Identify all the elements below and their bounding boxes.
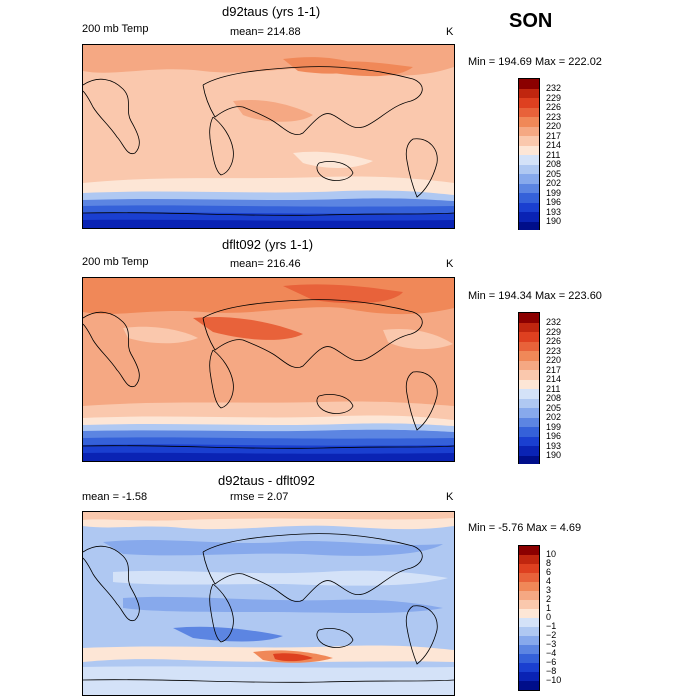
panel3-title: d92taus - dflt092 [218, 473, 315, 488]
panel2-fill-pacific-cool [383, 328, 453, 350]
panel1-coastlines [83, 66, 454, 216]
panel1-colorbar [518, 78, 540, 230]
panel1-cb-label: 199 [546, 187, 562, 198]
panel1-title: d92taus (yrs 1-1) [222, 4, 321, 19]
panel2-map [82, 277, 455, 462]
panel3-colorbar [518, 545, 540, 691]
panel2-cb-label: 220 [546, 355, 562, 365]
panel3-minmax: Min = -5.76 Max = 4.69 [468, 522, 582, 534]
panel3-fill-midlat-neg [103, 540, 443, 556]
panel2-title: dflt092 (yrs 1-1) [222, 237, 314, 252]
panel1-fill-central-warm [233, 99, 313, 122]
panel2-cb-label: 193 [546, 440, 562, 451]
panel3-cb-label: −8 [546, 666, 557, 676]
panel3-cb-label: −10 [546, 675, 562, 685]
panel2-fill-atlantic-cool [123, 326, 198, 344]
panel3-cb-label: 6 [546, 567, 552, 577]
panel1-map [82, 44, 455, 229]
panel2-cb-label: 217 [546, 364, 562, 375]
panel1-mean-label: mean= 214.88 [230, 26, 301, 38]
panel2-cb-label: 229 [546, 326, 562, 337]
panel2-minmax: Min = 194.34 Max = 223.60 [468, 290, 602, 302]
panel3-contour-plot [83, 512, 454, 695]
panel2-cb-label: 190 [546, 450, 562, 460]
panel2-cb-label: 208 [546, 393, 562, 403]
panel2-mean-label: mean= 216.46 [230, 258, 301, 270]
panel1-cb-label: 226 [546, 102, 562, 112]
panel2-fill-band-190 [83, 452, 454, 461]
panel2-cb-label: 226 [546, 336, 562, 346]
panel3-units-label: K [446, 491, 454, 503]
panel3-coastlines [83, 533, 454, 683]
panel2-cb-label: 232 [546, 317, 562, 327]
panel1-fill-band-190 [83, 219, 454, 228]
panel1-cb-label: 190 [546, 216, 562, 226]
panel2-contour-plot [83, 278, 454, 461]
panel2-fill-asia-warm [283, 284, 403, 304]
panel3-cb-label: 3 [546, 585, 552, 595]
panel1-cb-label: 232 [546, 83, 562, 93]
panel1-cb-label: 208 [546, 159, 562, 169]
panel1-cb-label: 229 [546, 92, 562, 103]
panel3-cb-label: −6 [546, 657, 557, 667]
panel3-cb-label: −3 [546, 639, 557, 649]
panel1-cb-label: 205 [546, 168, 562, 179]
panel2-colorbar [518, 312, 540, 464]
panel1-minmax: Min = 194.69 Max = 222.02 [468, 56, 602, 68]
panel3-cb-label: 8 [546, 558, 552, 568]
panel2-variable-label: 200 mb Temp [82, 256, 149, 268]
panel3-cb-label: 1 [546, 603, 552, 613]
panel1-cb-label: 202 [546, 178, 562, 188]
panel3-cb-label: −1 [546, 621, 557, 631]
panel3-map [82, 511, 455, 696]
panel1-contour-plot [83, 45, 454, 228]
panel3-fill-antarctic [83, 666, 454, 695]
panel1-fill-asia-warm [323, 61, 413, 77]
panel1-variable-label: 200 mb Temp [82, 23, 149, 35]
panel1-units-label: K [446, 26, 454, 38]
panel1-cb-label: 223 [546, 111, 562, 122]
season-label: SON [509, 10, 553, 32]
panel2-cb-label: 202 [546, 412, 562, 422]
panel1-cb-label: 193 [546, 206, 562, 217]
panel2-units-label: K [446, 258, 454, 270]
panel1-cb-label: 196 [546, 197, 562, 207]
panel3-mean-label: mean = -1.58 [82, 491, 148, 503]
panel2-fill-central-warm [193, 316, 303, 340]
panel3-cb-label: −2 [546, 630, 557, 640]
panel1-cb-label: 211 [546, 149, 561, 160]
panel3-rmse-label: rmse = 2.07 [230, 491, 289, 503]
panel2-cb-label: 211 [546, 383, 561, 394]
panel3-fill-tropics-light [113, 570, 448, 586]
panel3-fill-subtrop-neg [123, 596, 443, 613]
panel2-coastlines [83, 299, 454, 449]
panel1-cb-label: 217 [546, 130, 562, 141]
panel3-cb-label: −4 [546, 648, 557, 658]
panel3-cb-label: 2 [546, 594, 552, 604]
panel2-cb-label: 205 [546, 402, 562, 413]
panel3-cb-label: 4 [546, 576, 552, 586]
panel3-fill-polar-positive [83, 512, 454, 521]
panel3-cb-label: 0 [546, 612, 552, 622]
panel3-fill-south-neg [173, 626, 283, 642]
panel3-cb-label: 10 [546, 549, 557, 559]
panel2-cb-label: 214 [546, 374, 562, 384]
panel2-cb-label: 199 [546, 421, 562, 432]
panel1-fill-tropics-cool [293, 151, 373, 168]
panel1-cb-label: 220 [546, 121, 562, 131]
panel1-cb-label: 214 [546, 140, 562, 150]
panel2-cb-label: 223 [546, 345, 562, 356]
panel3-fill-positive-peak [273, 653, 313, 662]
panel2-cb-label: 196 [546, 431, 562, 441]
